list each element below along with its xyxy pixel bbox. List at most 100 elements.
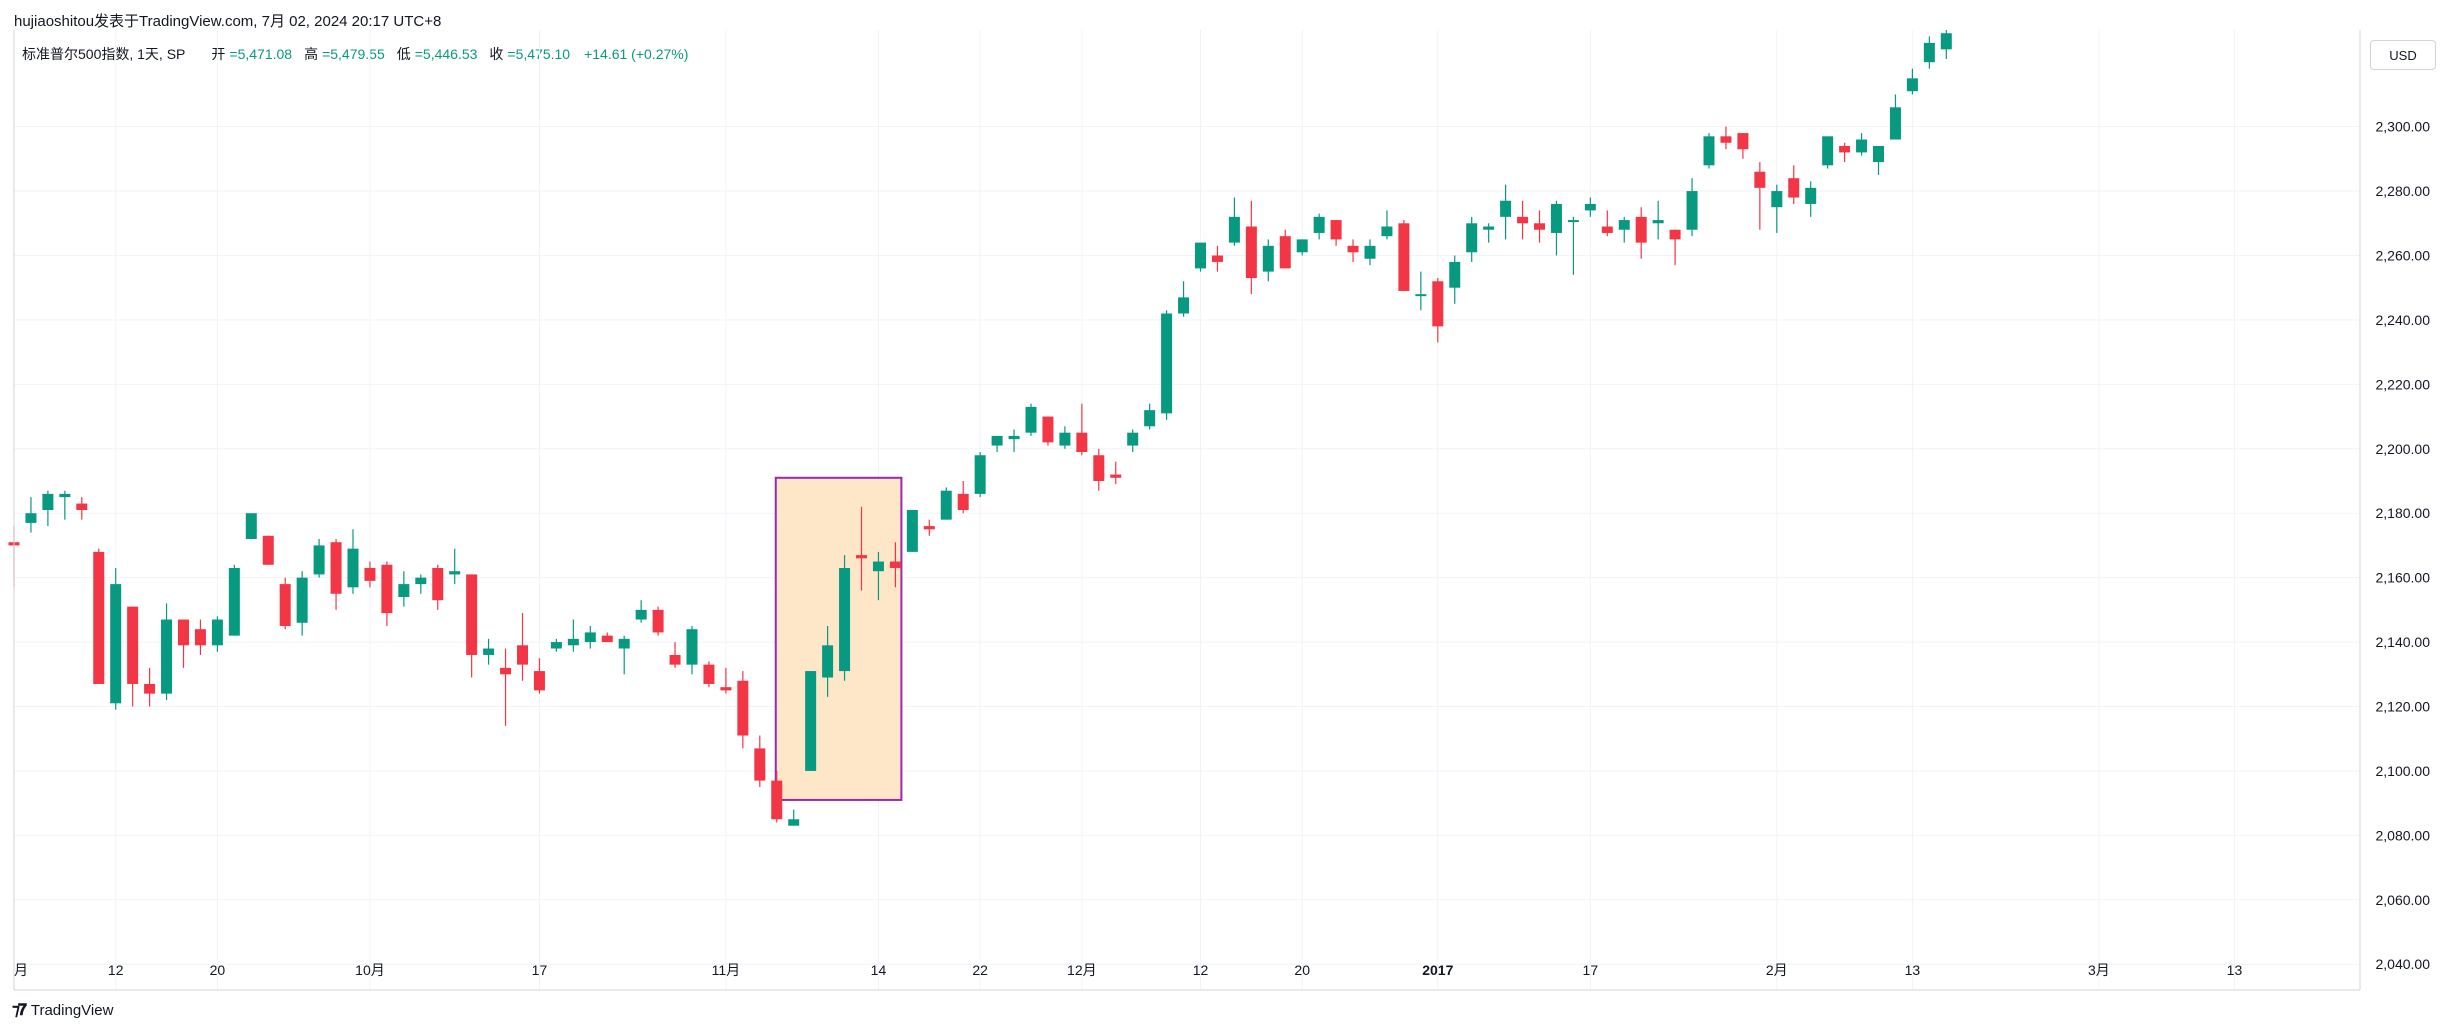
candle (839, 555, 851, 681)
symbol-label[interactable]: 标准普尔500指数, 1天, SP (22, 46, 186, 62)
candle-body (906, 510, 918, 552)
price-tick-label: 2,200.00 (2376, 441, 2431, 457)
candle (93, 548, 105, 684)
candle-body (296, 577, 308, 623)
tradingview-logo[interactable]: ⁊𝟕 TradingView (12, 1000, 113, 1020)
candle (1567, 216, 1579, 275)
candle-body (1635, 216, 1647, 243)
candle (974, 452, 986, 498)
candle-body (1703, 136, 1715, 166)
candle-body (1161, 313, 1173, 414)
candle-body (1449, 261, 1461, 288)
candle (805, 671, 817, 771)
candle (550, 638, 562, 652)
candle (635, 600, 647, 623)
price-axis[interactable]: 2,300.00 2,280.00 2,260.00 2,240.00 2,220.00… (2359, 30, 2431, 990)
time-tick-label: 12 (1193, 962, 1209, 978)
time-tick-label: 10月 (355, 962, 385, 978)
time-tick-label: 2月 (1766, 962, 1788, 978)
candle-body (1279, 236, 1291, 269)
candle-body (42, 493, 54, 510)
publish-info: hujiaoshitou发表于TradingView.com, 7月 02, 2… (14, 13, 442, 30)
candle (1923, 36, 1935, 69)
candle-body (1262, 245, 1274, 272)
candle-body (1059, 432, 1071, 446)
candle-body (483, 648, 495, 655)
candle-body (652, 609, 664, 633)
candle-body (1839, 145, 1851, 153)
candle (906, 510, 918, 552)
candle-body (1805, 187, 1817, 204)
candle-body (550, 642, 562, 649)
candle (500, 648, 512, 726)
candle (1076, 403, 1088, 456)
candle-body (1330, 220, 1342, 240)
candle (25, 497, 37, 533)
candle (466, 574, 478, 678)
price-tick-label: 2,100.00 (2376, 763, 2431, 779)
candle-body (245, 513, 257, 539)
candle (1500, 184, 1512, 240)
low-label: 低 (396, 46, 411, 62)
candle-body (991, 435, 1003, 446)
candle (144, 667, 156, 707)
candle (1686, 178, 1698, 237)
candle-body (313, 545, 325, 575)
time-tick-label: 2017 (1422, 962, 1453, 978)
highlight-box[interactable] (774, 476, 903, 801)
candle-body (364, 567, 376, 581)
candle-body (1110, 474, 1122, 478)
candle (1534, 210, 1545, 243)
time-tick-label: 13 (2227, 962, 2243, 978)
candle (347, 529, 359, 594)
candle (449, 548, 461, 585)
time-tick-label: 17 (1583, 962, 1599, 978)
candle (127, 606, 139, 707)
candle-body (635, 609, 647, 620)
candle (1466, 216, 1478, 262)
candle (1906, 68, 1918, 95)
candle (584, 625, 596, 649)
candle-body (889, 561, 901, 568)
candle-body (1093, 455, 1105, 482)
price-tick-label: 2,160.00 (2376, 570, 2431, 586)
candle-body (669, 654, 681, 665)
candle-body (1195, 242, 1206, 269)
candle (1805, 181, 1817, 217)
candle (1822, 136, 1834, 169)
candle (788, 809, 800, 826)
candle (228, 564, 240, 636)
candle-body (1127, 432, 1139, 446)
candle (59, 490, 71, 520)
candle (1873, 145, 1884, 175)
high-label: 高 (304, 46, 319, 62)
candle-body (1042, 416, 1054, 443)
candle (415, 574, 427, 594)
candlestick-chart[interactable]: 2,300.00 2,280.00 2,260.00 2,240.00 2,220.00… (0, 0, 2454, 1000)
candle-body (1144, 410, 1156, 427)
candle (1195, 242, 1206, 272)
candle-body (1856, 139, 1868, 153)
candle-body (1313, 216, 1325, 233)
candle-body (279, 584, 291, 626)
price-tick-label: 2,060.00 (2376, 892, 2431, 908)
candle (1940, 30, 1952, 59)
price-tick-label: 2,240.00 (2376, 312, 2431, 328)
grid-lines (13, 30, 2360, 990)
time-axis[interactable]: 月 12 20 10月 17 11月 14 22 12月 12 20 2017 17 2月 13 3月 13 (13, 30, 2360, 991)
time-tick-label: 14 (871, 962, 887, 978)
open-label: 开 (211, 46, 226, 62)
currency-button[interactable]: USD (2370, 40, 2436, 70)
candle (1313, 213, 1325, 240)
candle (1398, 220, 1410, 291)
candle (1296, 239, 1308, 256)
candle (1364, 239, 1376, 266)
candle (483, 638, 495, 665)
candle-body (720, 687, 732, 691)
candle (1262, 239, 1274, 282)
highlight-rectangle[interactable] (774, 476, 903, 801)
change-value: +14.61 (+0.27%) (584, 46, 689, 62)
candle (1652, 200, 1664, 240)
candle (703, 661, 715, 688)
candle (1601, 210, 1613, 237)
